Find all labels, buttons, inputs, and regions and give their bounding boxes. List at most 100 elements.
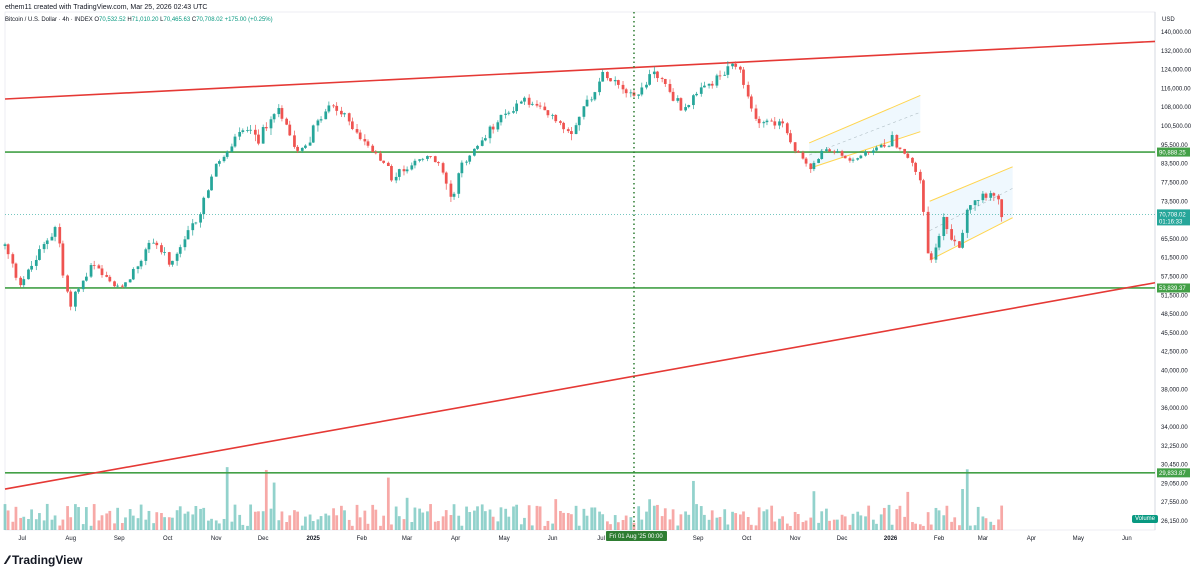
volume-bar [233, 504, 237, 530]
volume-bar [997, 519, 1000, 530]
candle-body [624, 89, 628, 94]
candle-body [598, 81, 601, 93]
volume-bar [789, 525, 792, 530]
volume-bar [410, 522, 414, 530]
volume-bar [785, 523, 789, 530]
volume-bar [859, 515, 863, 530]
volume-bar [332, 508, 335, 530]
volume-bar [285, 522, 289, 530]
candle-body [781, 121, 784, 124]
candle-body [911, 157, 914, 163]
candle-body [74, 291, 77, 307]
candle-body [601, 71, 605, 82]
volume-bar [887, 504, 891, 530]
volume-bar [6, 510, 10, 530]
trendlines [4, 40, 1156, 490]
candle-body [958, 241, 961, 248]
candle-body [582, 106, 586, 117]
volume-bar [773, 521, 777, 530]
volume-bar [53, 515, 57, 530]
volume-bar [879, 514, 883, 530]
volume-bar [676, 525, 680, 530]
volume-bar [175, 510, 179, 530]
y-axis-unit: USD [1162, 17, 1175, 23]
x-tick-label: Sep [114, 536, 125, 542]
attribution: ethem11 created with TradingView.com, Ma… [5, 4, 208, 11]
volume-bar [249, 504, 253, 530]
volume-bar [97, 520, 101, 530]
volume-bar [535, 505, 539, 530]
candle-body [812, 162, 816, 170]
candle-body [504, 113, 508, 115]
candle-body [350, 121, 354, 130]
countdown-label: 01:16:33 [1159, 219, 1183, 225]
price-label: 29,833.87 [1159, 471, 1186, 477]
candle-body [81, 280, 85, 290]
volume-bar [574, 505, 578, 530]
tradingview-logo[interactable]: ⁄⁄ TradingView [6, 553, 82, 567]
volume-bar [828, 520, 831, 530]
candle-body [457, 173, 461, 194]
volume-bar [136, 518, 140, 530]
volume-bar [371, 504, 375, 530]
candle-body [914, 162, 917, 172]
y-tick-label: 132,000.00 [1161, 49, 1192, 55]
volume-bar [58, 525, 62, 530]
volume-bar [238, 514, 242, 530]
volume-bar [950, 521, 953, 530]
volume-bar [405, 497, 409, 530]
candle-body [131, 268, 135, 280]
y-tick-label: 57,500.00 [1161, 275, 1188, 281]
candle-body [222, 156, 226, 162]
candle-body [418, 159, 421, 161]
volume-bar [343, 510, 346, 530]
tradingview-logo-icon: ⁄⁄ [6, 553, 9, 567]
volume-bar [527, 505, 531, 530]
candle-body [61, 243, 65, 276]
candle-body [836, 151, 839, 153]
y-tick-label: 124,000.00 [1161, 68, 1192, 74]
candle-body [934, 247, 938, 260]
volume-bar [308, 514, 312, 530]
candle-body [523, 97, 526, 102]
candle-body [238, 131, 242, 137]
candle-body [801, 152, 805, 159]
candle-body [207, 190, 210, 198]
volume-bar [89, 525, 93, 530]
channel-mid [809, 111, 921, 156]
volume-bar [562, 512, 565, 530]
volume-bar [335, 515, 339, 530]
volume-bar [515, 504, 519, 530]
volume-bar [749, 524, 753, 530]
volume-bar [601, 514, 605, 530]
volume-bar [598, 511, 601, 530]
volume-bar [867, 505, 871, 530]
volume-bar [460, 525, 464, 530]
volume-bar [523, 517, 526, 530]
candle-body [269, 119, 273, 129]
channel-lower [929, 217, 1013, 261]
candle-body [397, 169, 401, 177]
volume-bar [105, 513, 109, 530]
candle-body [449, 183, 453, 197]
volume-bar [465, 506, 468, 530]
candle-body [640, 87, 644, 95]
volume-bar [257, 511, 260, 530]
volume-bar [629, 517, 633, 530]
volume-bar [882, 507, 886, 530]
price-label-bg [1157, 147, 1190, 157]
volume-bar [890, 524, 894, 530]
symbol-name: Bitcoin / U.S. Dollar · 4h · INDEX [5, 17, 93, 23]
candle-body [749, 96, 753, 109]
x-tick-label: Feb [934, 536, 945, 542]
vertical-line: Fri 01 Aug '25 00:00 [605, 12, 667, 541]
candle-body [973, 200, 977, 206]
volume-bar [731, 511, 734, 530]
volume-bar [38, 513, 41, 530]
volume-bar [288, 515, 292, 530]
candle-body [652, 71, 656, 75]
volume-bar [843, 516, 847, 530]
volume-bar [504, 508, 508, 530]
candle-body [410, 165, 414, 170]
